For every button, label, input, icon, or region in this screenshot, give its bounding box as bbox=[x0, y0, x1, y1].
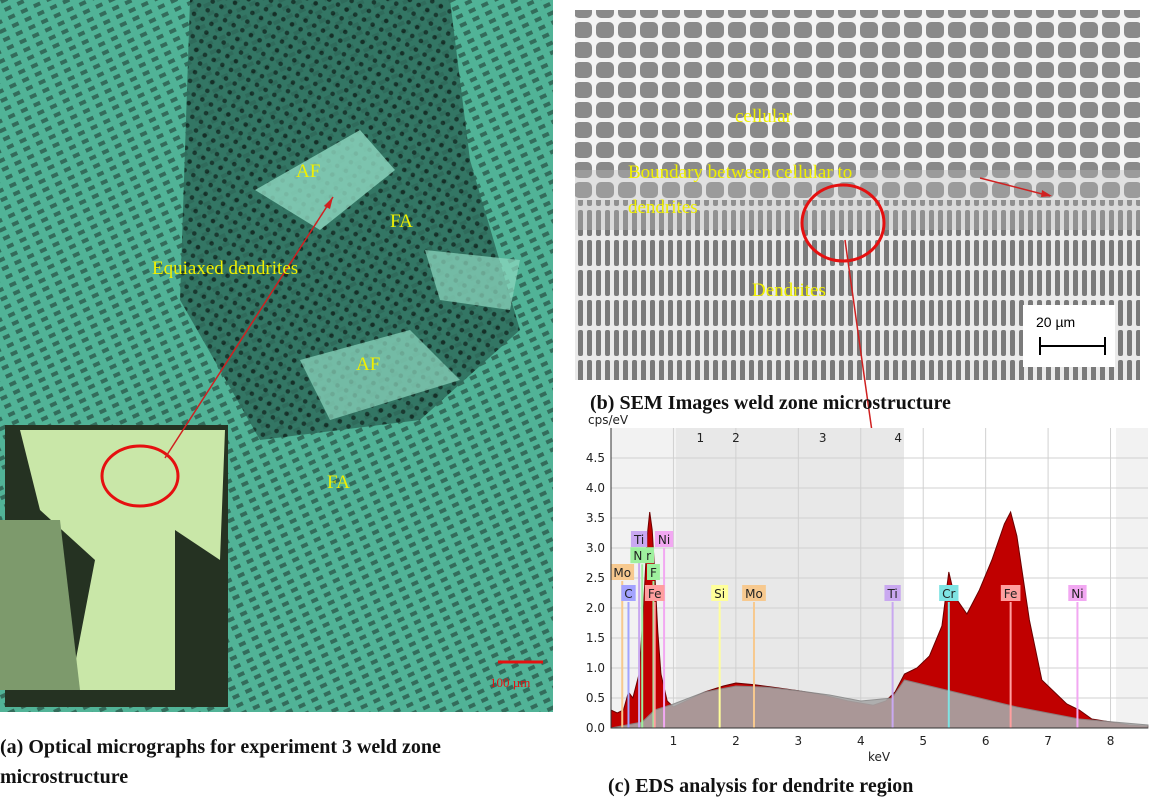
y-tick-label: 1.5 bbox=[586, 631, 605, 645]
region-number: 4 bbox=[894, 431, 902, 445]
y-tick-label: 0.0 bbox=[586, 721, 605, 735]
element-label: Cr bbox=[942, 587, 955, 601]
x-tick-label: 1 bbox=[670, 734, 678, 748]
y-tick-label: 3.0 bbox=[586, 541, 605, 555]
y-tick-label: 4.0 bbox=[586, 481, 605, 495]
region-label: Boundary between cellular to bbox=[628, 162, 852, 183]
x-tick-label: 8 bbox=[1107, 734, 1115, 748]
phase-label: Equiaxed dendrites bbox=[152, 258, 298, 279]
element-label: F bbox=[650, 566, 657, 580]
element-label: Ni bbox=[1071, 587, 1083, 601]
phase-label: AF bbox=[356, 354, 380, 375]
element-label: Ti bbox=[886, 587, 897, 601]
caption: (a) Optical micrographs for experiment 3… bbox=[0, 732, 540, 792]
caption: (b) SEM Images weld zone microstructure bbox=[590, 392, 951, 415]
y-tick-label: 3.5 bbox=[586, 511, 605, 525]
element-label: Mo bbox=[745, 587, 763, 601]
region-number: 1 bbox=[696, 431, 704, 445]
x-axis-label: keV bbox=[868, 750, 891, 764]
y-tick-label: 0.5 bbox=[586, 691, 605, 705]
phase-label: FA bbox=[327, 472, 350, 493]
phase-label: AF bbox=[296, 161, 320, 182]
figure: 100 µm AF FA Equiaxed dendrites AF FA 20… bbox=[0, 0, 1154, 805]
element-label: Ti bbox=[633, 533, 644, 547]
x-tick-label: 4 bbox=[857, 734, 865, 748]
element-label: Fe bbox=[648, 587, 662, 601]
element-label: Mo bbox=[613, 566, 631, 580]
y-axis-label: cps/eV bbox=[588, 413, 629, 427]
region-number: 2 bbox=[732, 431, 740, 445]
x-tick-label: 6 bbox=[982, 734, 990, 748]
x-tick-label: 3 bbox=[795, 734, 803, 748]
y-tick-label: 2.0 bbox=[586, 601, 605, 615]
x-tick-label: 5 bbox=[919, 734, 927, 748]
phase-label: FA bbox=[390, 211, 413, 232]
scale-bar-label: 100 µm bbox=[490, 675, 530, 690]
element-label: Si bbox=[714, 587, 725, 601]
y-tick-label: 2.5 bbox=[586, 571, 605, 585]
region-label: Dendrites bbox=[752, 280, 826, 301]
x-tick-label: 7 bbox=[1044, 734, 1052, 748]
caption: (c) EDS analysis for dendrite region bbox=[608, 775, 913, 798]
optical-micrograph: 100 µm AF FA Equiaxed dendrites AF FA bbox=[0, 0, 553, 712]
y-tick-label: 4.5 bbox=[586, 451, 605, 465]
element-label: Ni bbox=[658, 533, 670, 547]
element-label: N r bbox=[633, 549, 651, 563]
y-tick-label: 1.0 bbox=[586, 661, 605, 675]
region-label: dendrites bbox=[628, 197, 698, 218]
region-number: 3 bbox=[819, 431, 827, 445]
figure-canvas: 100 µm AF FA Equiaxed dendrites AF FA 20… bbox=[0, 0, 1154, 805]
eds-chart: cps/eV keV 0.0 0.5 1.0 1.5 2.0 2.5 3.0 3.5 4.0 4.… bbox=[586, 413, 1148, 764]
x-tick-label: 2 bbox=[732, 734, 740, 748]
region-label: cellular bbox=[735, 106, 793, 127]
element-label: Fe bbox=[1004, 587, 1018, 601]
scale-bar-label: 20 µm bbox=[1036, 314, 1075, 330]
element-label: C bbox=[624, 587, 632, 601]
